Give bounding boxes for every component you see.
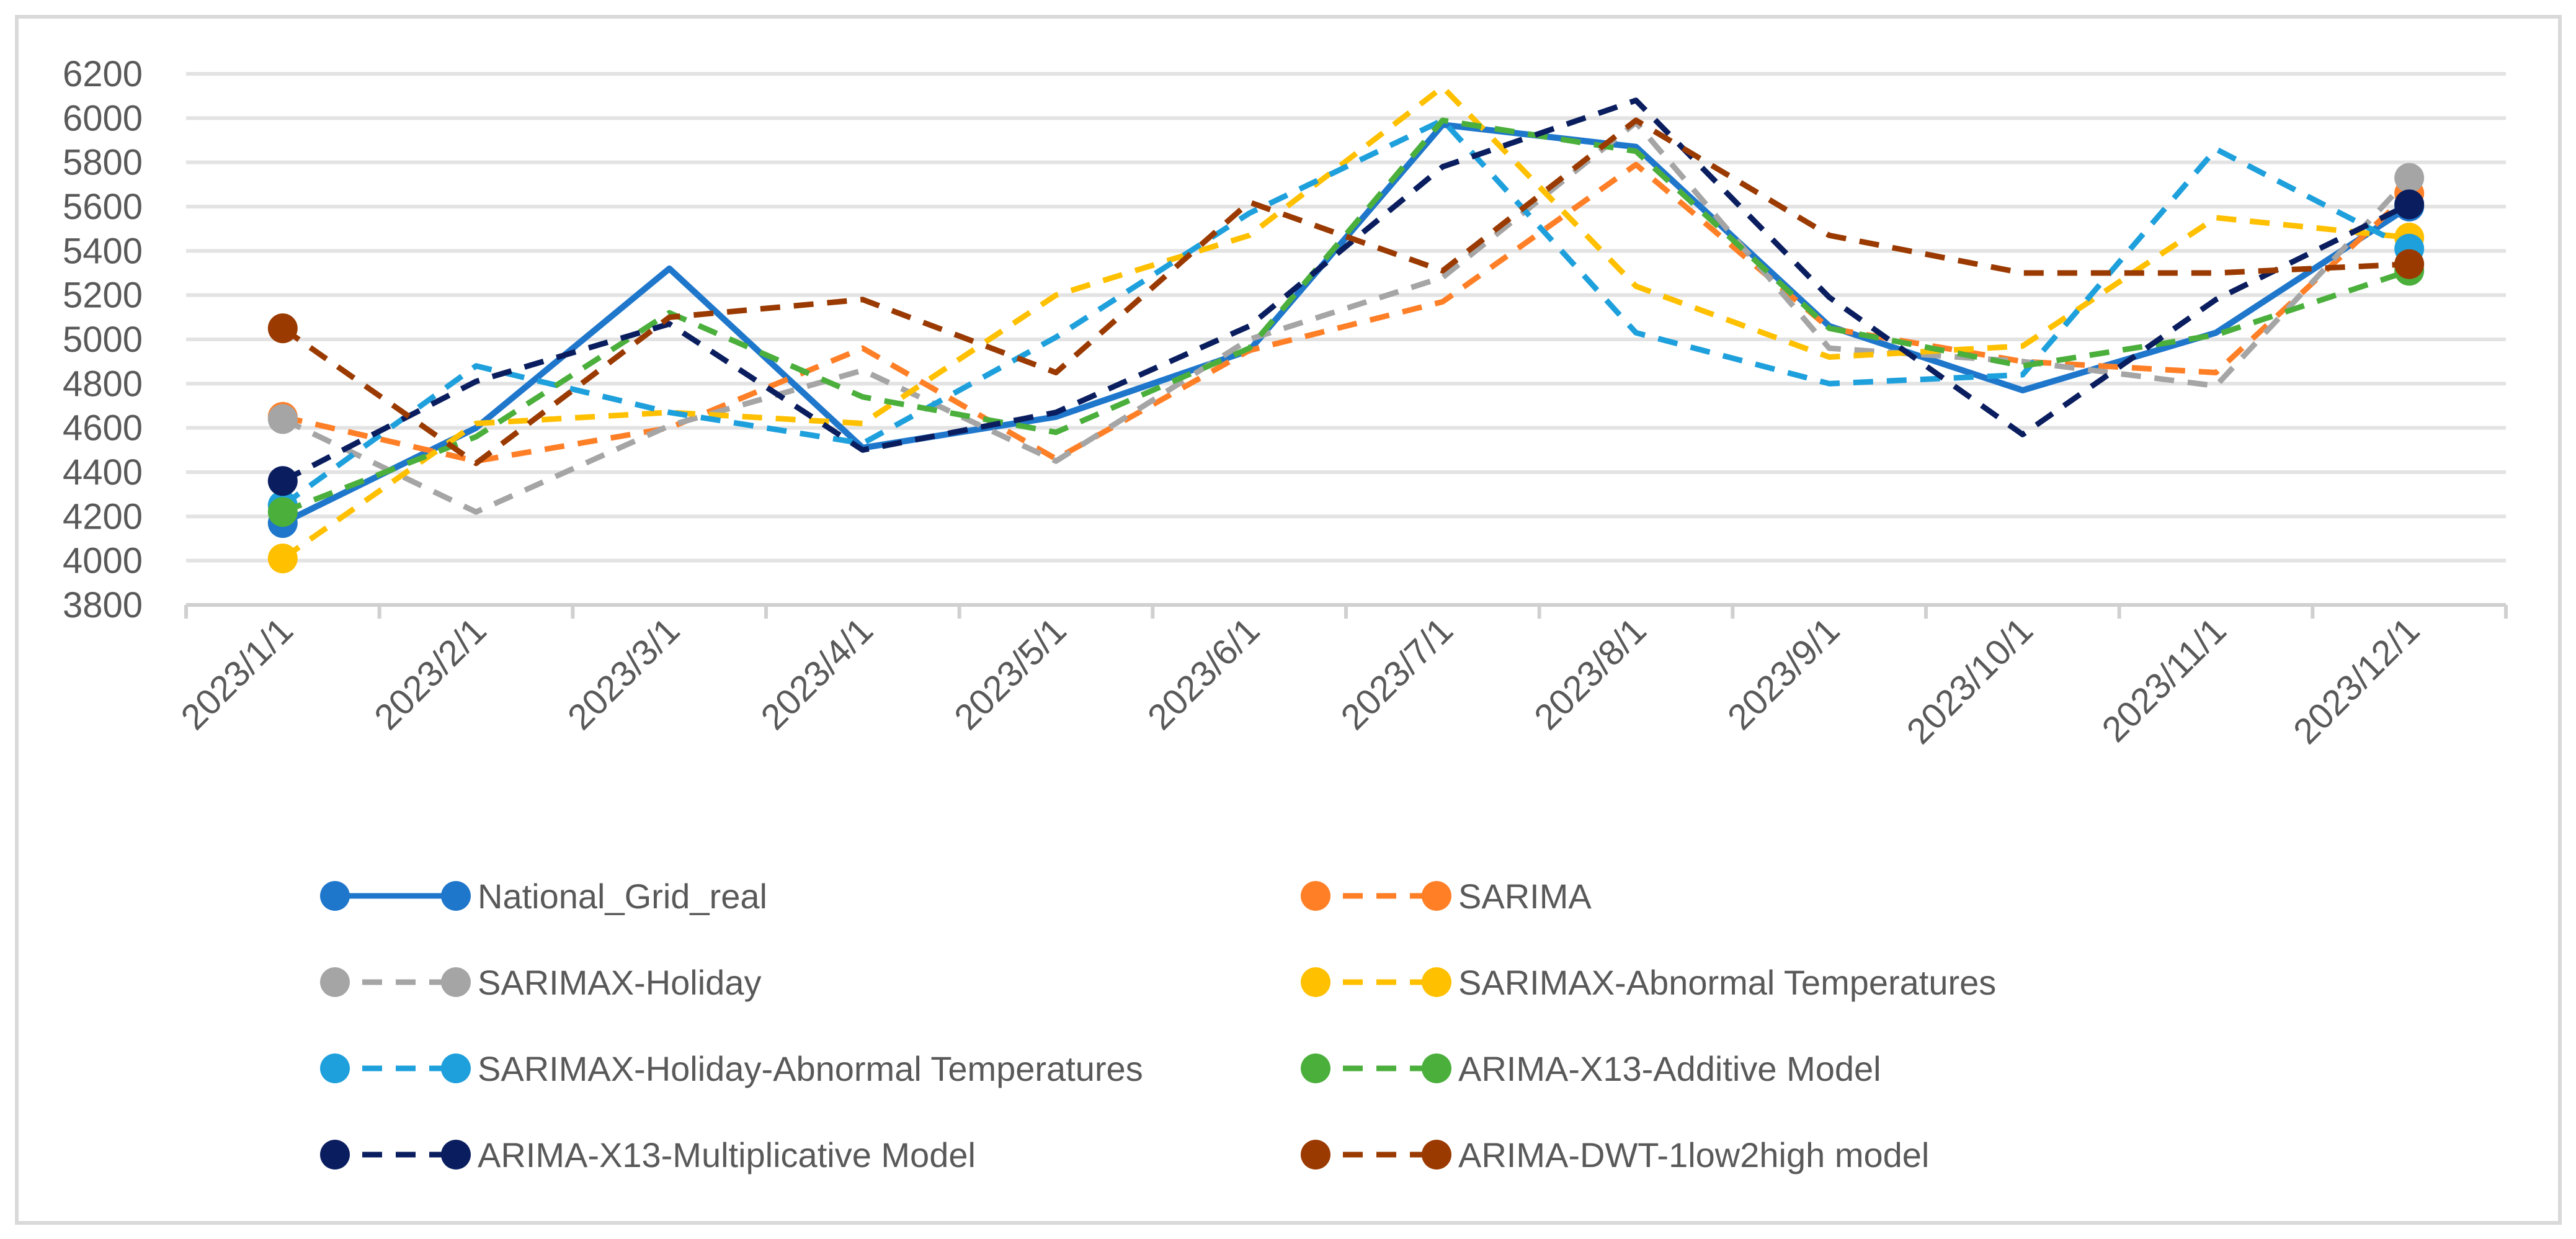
y-axis: 3800400042004400460048005000520054005600… xyxy=(63,54,143,625)
data-point-marker xyxy=(267,313,298,344)
y-tick-label: 4400 xyxy=(63,452,143,493)
series-2 xyxy=(267,119,2425,515)
series-6 xyxy=(267,97,2425,496)
series-line xyxy=(281,97,2411,484)
data-point-marker xyxy=(267,497,298,527)
legend-item: National_Grid_real xyxy=(320,877,767,916)
legend-label: SARIMAX-Holiday-Abnormal Temperatures xyxy=(478,1049,1143,1088)
legend-marker xyxy=(1301,1053,1330,1083)
legend-marker xyxy=(1422,967,1451,997)
legend-marker xyxy=(441,881,471,911)
legend-marker xyxy=(1301,881,1330,911)
legend-marker xyxy=(441,967,471,997)
legend-item: SARIMAX-Holiday xyxy=(320,963,761,1002)
series-line xyxy=(281,84,2410,561)
y-tick-label: 5200 xyxy=(63,275,143,316)
legend-item: ARIMA-DWT-1low2high model xyxy=(1301,1135,1929,1174)
legend-label: ARIMA-DWT-1low2high model xyxy=(1458,1135,1929,1174)
data-point-marker xyxy=(2394,163,2425,193)
legend-marker xyxy=(1301,1140,1330,1170)
y-tick-label: 5000 xyxy=(63,320,143,360)
legend-marker xyxy=(320,881,350,911)
legend-marker xyxy=(441,1140,471,1170)
legend-item: SARIMAX-Abnormal Temperatures xyxy=(1301,963,1996,1002)
y-tick-label: 4000 xyxy=(63,541,143,581)
series-line xyxy=(282,161,2412,464)
data-point-marker xyxy=(2394,249,2425,279)
series-7 xyxy=(267,117,2425,467)
series-line xyxy=(281,117,2410,467)
y-tick-label: 4200 xyxy=(63,496,143,537)
legend-marker xyxy=(1422,1140,1451,1170)
y-tick-label: 5600 xyxy=(63,187,143,227)
legend-marker xyxy=(1422,1053,1451,1083)
legend-marker xyxy=(320,1053,350,1083)
legend-item: ARIMA-X13-Multiplicative Model xyxy=(320,1135,976,1174)
legend-label: ARIMA-X13-Additive Model xyxy=(1458,1049,1881,1088)
y-tick-label: 5800 xyxy=(63,143,143,183)
legend-label: SARIMA xyxy=(1458,877,1592,916)
legend-label: SARIMAX-Holiday xyxy=(478,963,761,1002)
legend-item: SARIMAX-Holiday-Abnormal Temperatures xyxy=(320,1049,1143,1088)
legend-label: ARIMA-X13-Multiplicative Model xyxy=(478,1135,976,1174)
series-group xyxy=(267,84,2425,574)
data-point-marker xyxy=(267,466,298,496)
legend: National_Grid_real SARIMA SARIMAX-Holiday S… xyxy=(320,877,1996,1174)
legend-marker xyxy=(320,967,350,997)
series-line xyxy=(281,117,2411,508)
data-point-marker xyxy=(267,543,298,574)
y-tick-label: 4800 xyxy=(63,364,143,404)
y-tick-label: 6000 xyxy=(63,98,143,138)
legend-marker xyxy=(1422,881,1451,911)
data-point-marker xyxy=(267,404,298,434)
legend-marker xyxy=(441,1053,471,1083)
legend-label: SARIMAX-Abnormal Temperatures xyxy=(1458,963,1996,1002)
legend-label: National_Grid_real xyxy=(478,877,767,916)
series-line xyxy=(281,119,2412,515)
data-point-marker xyxy=(2394,189,2425,220)
chart-border xyxy=(15,15,2562,1225)
y-tick-label: 3800 xyxy=(63,585,143,625)
legend-item: SARIMA xyxy=(1301,877,1592,916)
y-tick-label: 4600 xyxy=(63,408,143,449)
legend-item: ARIMA-X13-Additive Model xyxy=(1301,1049,1881,1088)
legend-marker xyxy=(1301,967,1330,997)
y-tick-label: 5400 xyxy=(63,231,143,271)
legend-marker xyxy=(320,1140,350,1170)
y-tick-label: 6200 xyxy=(63,54,143,94)
gridlines xyxy=(186,72,2506,563)
